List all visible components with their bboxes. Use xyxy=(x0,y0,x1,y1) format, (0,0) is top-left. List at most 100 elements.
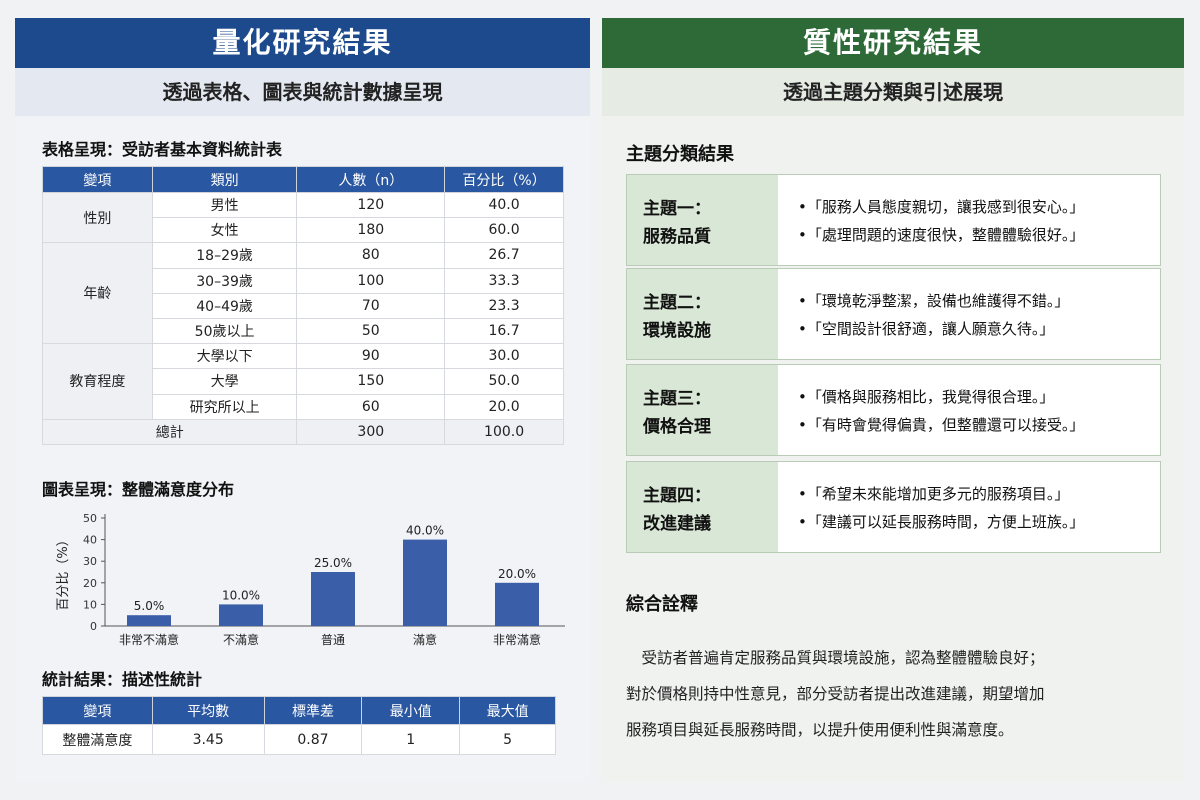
table-row: 40–49歲 70 23.3 xyxy=(43,292,564,319)
bar xyxy=(495,582,539,626)
quantitative-banner: 量化研究結果 xyxy=(15,18,590,68)
theme-card: 主題一： 服務品質 •「服務人員態度親切，讓我感到很安心。」 •「處理問題的速度… xyxy=(626,174,1161,266)
x-tick-label: 非常不滿意 xyxy=(119,632,179,647)
theme-quotes: •「希望未來能增加更多元的服務項目。」 •「建議可以延長服務時間，方便上班族。」 xyxy=(778,462,1084,552)
stats-section-title: 統計結果：描述性統計 xyxy=(42,670,203,689)
quote-item: •「處理問題的速度很快，整體體驗很好。」 xyxy=(798,226,1085,244)
theme-quotes: •「服務人員態度親切，讓我感到很安心。」 •「處理問題的速度很快，整體體驗很好。… xyxy=(778,175,1084,265)
quote-item: •「空間設計很舒適，讓人願意久待。」 xyxy=(798,320,1055,338)
data-label: 10.0% xyxy=(222,588,260,602)
count-cell: 100 xyxy=(296,267,446,294)
group-cell: 性別 xyxy=(42,191,153,244)
category-cell: 30–39歲 xyxy=(151,267,298,294)
quote-item: •「服務人員態度親切，讓我感到很安心。」 xyxy=(798,198,1085,216)
count-cell: 50 xyxy=(296,317,446,345)
stats-header-cell: 平均數 xyxy=(151,696,265,725)
bar xyxy=(219,604,263,626)
percent-cell: 30.0 xyxy=(444,343,564,370)
total-percent: 100.0 xyxy=(444,418,564,445)
percent-cell: 23.3 xyxy=(444,292,564,319)
theme-name: 價格合理 xyxy=(643,417,711,437)
x-tick-label: 滿意 xyxy=(413,632,437,647)
qualitative-banner: 質性研究結果 xyxy=(602,18,1184,68)
stats-cell: 0.87 xyxy=(263,724,363,755)
theme-label: 主題一： 服務品質 xyxy=(627,175,778,265)
table-header-cell: 百分比（%） xyxy=(444,166,564,193)
count-cell: 60 xyxy=(296,393,446,420)
bar xyxy=(403,539,447,626)
stats-header-cell: 標準差 xyxy=(263,696,363,725)
y-tick-label: 50 xyxy=(83,512,97,525)
data-label: 25.0% xyxy=(314,556,352,570)
theme-number: 主題四： xyxy=(643,486,711,506)
chart-section-title: 圖表呈現：整體滿意度分布 xyxy=(42,480,235,499)
quote-item: •「有時會覺得偏貴，但整體還可以接受。」 xyxy=(798,416,1085,434)
percent-cell: 26.7 xyxy=(444,242,564,269)
themes-section-title: 主題分類結果 xyxy=(626,144,734,165)
demographics-table: 變項 類別 人數（n） 百分比（%） 性別 男性 120 40.0 女性 180… xyxy=(41,166,564,445)
theme-name: 環境設施 xyxy=(643,321,711,341)
count-cell: 150 xyxy=(296,368,446,395)
theme-label: 主題四： 改進建議 xyxy=(627,462,778,552)
stats-header-cell: 最小值 xyxy=(361,696,461,725)
percent-cell: 60.0 xyxy=(444,217,564,244)
quantitative-subtitle: 透過表格、圖表與統計數據呈現 xyxy=(15,68,590,116)
table-row: 教育程度 大學以下 90 30.0 xyxy=(42,343,564,420)
category-cell: 50歲以上 xyxy=(151,317,298,345)
quantitative-panel: 量化研究結果 透過表格、圖表與統計數據呈現 表格呈現：受訪者基本資料統計表 變項… xyxy=(15,18,590,782)
percent-cell: 20.0 xyxy=(444,393,564,420)
table-header-cell: 類別 xyxy=(151,166,298,193)
table-row: 整體滿意度 3.45 0.87 1 5 xyxy=(42,724,556,755)
table-header-cell: 人數（n） xyxy=(296,166,446,193)
total-label: 總計 xyxy=(41,418,298,445)
bar xyxy=(127,615,171,626)
theme-card: 主題四： 改進建議 •「希望未來能增加更多元的服務項目。」 •「建議可以延長服務… xyxy=(626,461,1161,553)
theme-number: 主題一： xyxy=(643,199,711,219)
y-tick-label: 30 xyxy=(83,555,97,568)
x-tick-label: 非常滿意 xyxy=(493,632,541,647)
data-label: 5.0% xyxy=(134,599,165,613)
category-cell: 18–29歲 xyxy=(151,242,298,269)
table-row: 年齡 18–29歲 80 26.7 xyxy=(42,242,564,345)
stats-cell: 1 xyxy=(361,724,461,755)
table-row: 女性 180 60.0 xyxy=(43,217,564,244)
total-count: 300 xyxy=(296,418,446,445)
quote-item: •「希望未來能增加更多元的服務項目。」 xyxy=(798,485,1070,503)
theme-name: 服務品質 xyxy=(643,227,711,247)
table-total-row: 總計 300 100.0 xyxy=(41,418,564,445)
category-cell: 40–49歲 xyxy=(151,292,298,319)
quote-item: •「環境乾淨整潔，設備也維護得不錯。」 xyxy=(798,292,1070,310)
group-cell: 年齡 xyxy=(42,242,153,345)
stats-header-cell: 最大值 xyxy=(459,696,556,725)
data-label: 20.0% xyxy=(498,567,536,581)
x-tick-label: 不滿意 xyxy=(223,632,259,647)
qualitative-panel: 質性研究結果 透過主題分類與引述展現 主題分類結果 主題一： 服務品質 •「服務… xyxy=(602,18,1184,782)
bar xyxy=(311,572,355,626)
category-cell: 男性 xyxy=(151,191,298,219)
table-row: 50歲以上 50 16.7 xyxy=(43,317,564,345)
category-cell: 研究所以上 xyxy=(151,393,298,420)
theme-quotes: •「價格與服務相比，我覺得很合理。」 •「有時會覺得偏貴，但整體還可以接受。」 xyxy=(778,365,1084,455)
count-cell: 90 xyxy=(296,343,446,370)
quote-item: •「價格與服務相比，我覺得很合理。」 xyxy=(798,388,1055,406)
table-section-title: 表格呈現：受訪者基本資料統計表 xyxy=(42,140,283,159)
count-cell: 70 xyxy=(296,292,446,319)
table-row: 30–39歲 100 33.3 xyxy=(43,267,564,294)
x-tick-label: 普通 xyxy=(321,633,345,647)
table-row: 性別 男性 120 40.0 xyxy=(42,191,564,244)
percent-cell: 40.0 xyxy=(444,191,564,219)
theme-number: 主題二： xyxy=(643,293,711,313)
stats-cell: 5 xyxy=(459,724,556,755)
summary-section-title: 綜合詮釋 xyxy=(626,594,698,615)
qualitative-subtitle: 透過主題分類與引述展現 xyxy=(602,68,1184,116)
stats-header-cell: 變項 xyxy=(42,696,153,725)
count-cell: 120 xyxy=(296,191,446,219)
summary-line: 服務項目與延長服務時間，以提升使用便利性與滿意度。 xyxy=(626,721,1014,739)
percent-cell: 50.0 xyxy=(444,368,564,395)
summary-line: 對於價格則持中性意見，部分受訪者提出改進建議，期望增加 xyxy=(626,685,1045,703)
theme-name: 改進建議 xyxy=(643,514,711,534)
theme-quotes: •「環境乾淨整潔，設備也維護得不錯。」 •「空間設計很舒適，讓人願意久待。」 xyxy=(778,269,1069,359)
category-cell: 女性 xyxy=(151,217,298,244)
category-cell: 大學 xyxy=(151,368,298,395)
percent-cell: 16.7 xyxy=(444,317,564,345)
